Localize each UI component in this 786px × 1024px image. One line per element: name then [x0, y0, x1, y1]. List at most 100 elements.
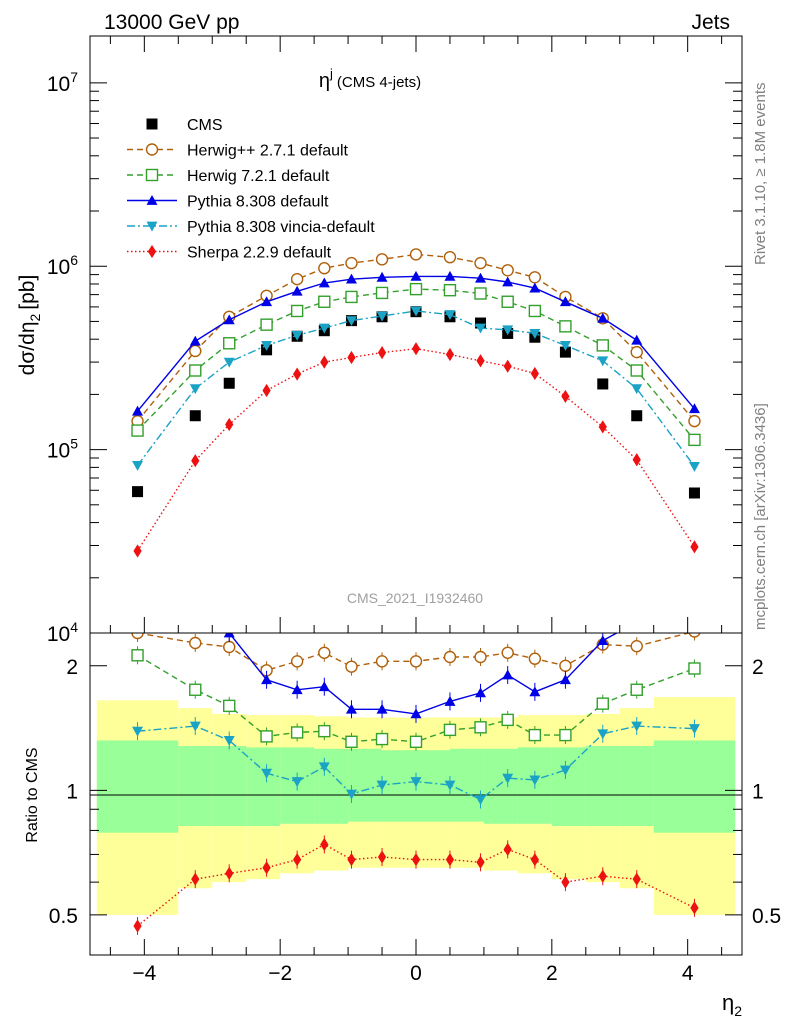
y-axis-label-sub: 2 — [27, 313, 43, 321]
data-point — [475, 323, 487, 334]
main-panel: 104 105 106 107 CMS_2021_I1932460 ηj(CMS 4-… — [16, 35, 743, 646]
data-point — [191, 454, 200, 468]
data-point — [409, 248, 423, 261]
ratio-point — [189, 721, 201, 732]
data-point — [291, 330, 303, 341]
data-point — [189, 410, 201, 422]
ratio-point — [293, 853, 302, 867]
inner-band-bin — [382, 750, 416, 822]
ratio-point — [688, 724, 700, 735]
ratio-point — [131, 649, 144, 662]
ratio-point — [444, 695, 456, 706]
ratio-point — [132, 726, 144, 737]
ratio-point — [690, 901, 699, 915]
ratio-point — [290, 726, 304, 739]
ratio-point — [409, 655, 423, 668]
y-tick-label-exponent: 6 — [70, 252, 78, 268]
chart-title: ηj (CMS 4-jets) — [319, 66, 421, 92]
ratio-point — [474, 650, 487, 664]
ratio-point — [225, 866, 234, 880]
ratio-point — [291, 777, 303, 788]
main-curves — [131, 248, 701, 558]
data-point — [503, 359, 512, 373]
y-tick-label-exponent: 4 — [70, 619, 78, 635]
inner-band-bin — [314, 748, 349, 824]
series-cms — [132, 306, 700, 499]
data-point — [293, 367, 302, 381]
data-point — [502, 325, 514, 336]
legend: CMS Herwig++ 2.7.1 default Herwig 7.2.1 de… — [127, 117, 375, 262]
inner-band-bin — [416, 750, 450, 822]
data-point — [445, 347, 455, 362]
series-herwig-7-2-1-default — [131, 282, 701, 447]
data-point — [318, 323, 330, 334]
x-tick-label: −2 — [268, 962, 292, 985]
legend-marker — [147, 244, 157, 259]
ratio-series-herwig-2-7-1-default — [131, 633, 701, 680]
data-point — [529, 282, 541, 293]
ratio-point — [501, 713, 514, 727]
ratio-point — [443, 723, 457, 737]
collision-label: 13000 GeV pp — [104, 11, 239, 34]
data-point — [474, 256, 487, 270]
ratio-point — [561, 875, 570, 889]
data-point — [559, 346, 571, 358]
ratio-point — [375, 732, 389, 746]
ratio-point — [318, 681, 330, 692]
y-tick-label-base: 10 — [47, 256, 70, 279]
ratio-point — [688, 662, 701, 675]
series-sherpa-2-2-9-default — [133, 342, 699, 558]
mcplots-label: mcplots.cern.ch [arXiv:1306.3436] — [752, 403, 769, 630]
ratio-point — [345, 660, 358, 673]
ratio-point — [376, 780, 388, 791]
ratio-point — [502, 773, 514, 784]
data-point — [529, 329, 541, 339]
inner-band-bin — [551, 747, 586, 826]
inner-band-bin — [585, 745, 620, 826]
ratio-point — [133, 919, 142, 933]
ratio-point — [223, 633, 235, 638]
data-point — [132, 486, 144, 498]
ratio-point — [376, 703, 388, 714]
data-point — [375, 286, 389, 300]
data-point — [189, 344, 202, 358]
ratio-tick-label-left: 1 — [66, 780, 78, 803]
ratio-curves — [131, 633, 701, 936]
legend-marker — [146, 195, 158, 205]
ratio-series-pythia-8-308-default — [223, 633, 619, 723]
ratio-point — [474, 721, 487, 734]
legend-label: Herwig 7.2.1 default — [187, 168, 330, 185]
data-point — [476, 354, 485, 368]
title-symbol: η — [319, 70, 330, 92]
x-tick-label: 0 — [410, 962, 422, 985]
data-point — [375, 253, 389, 266]
ratio-point — [318, 724, 331, 738]
inner-band-bin — [619, 745, 654, 826]
inner-band-bin — [178, 745, 213, 826]
y-tick-label: 107 — [47, 69, 78, 96]
data-point — [475, 272, 487, 283]
ratio-series-sherpa-2-2-9-default — [133, 835, 699, 936]
data-point — [223, 314, 235, 325]
y-tick-label: 104 — [47, 619, 78, 646]
y-tick-label: 105 — [47, 436, 78, 463]
x-axis-label-main: η — [722, 990, 734, 1015]
data-point — [631, 334, 643, 345]
data-point — [528, 304, 542, 318]
data-point — [318, 277, 330, 288]
ratio-point — [261, 768, 273, 779]
ratio-point — [444, 780, 456, 791]
data-point — [189, 335, 201, 346]
ratio-point — [528, 728, 542, 742]
ratio-point — [475, 795, 487, 806]
data-point — [688, 461, 700, 472]
x-axis-label-sub: 2 — [734, 1003, 742, 1019]
data-point — [261, 296, 273, 307]
data-point — [320, 355, 329, 369]
ratio-point — [320, 837, 329, 852]
watermark: CMS_2021_I1932460 — [347, 590, 483, 606]
ratio-point — [502, 669, 514, 680]
ratio-ticks: −4 −2 0 2 4 0.5 0.5 1 1 2 2 — [49, 656, 781, 985]
data-point — [131, 424, 144, 437]
